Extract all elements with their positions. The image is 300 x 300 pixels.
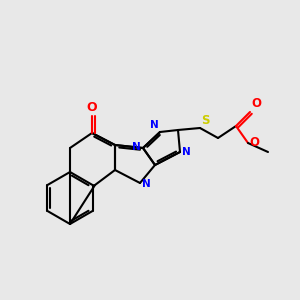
- Text: O: O: [87, 101, 97, 114]
- Text: N: N: [142, 179, 151, 189]
- Text: N: N: [182, 147, 191, 157]
- Text: N: N: [150, 120, 159, 130]
- Text: O: O: [251, 97, 261, 110]
- Text: O: O: [249, 136, 259, 149]
- Text: N: N: [132, 142, 141, 152]
- Text: S: S: [201, 114, 209, 127]
